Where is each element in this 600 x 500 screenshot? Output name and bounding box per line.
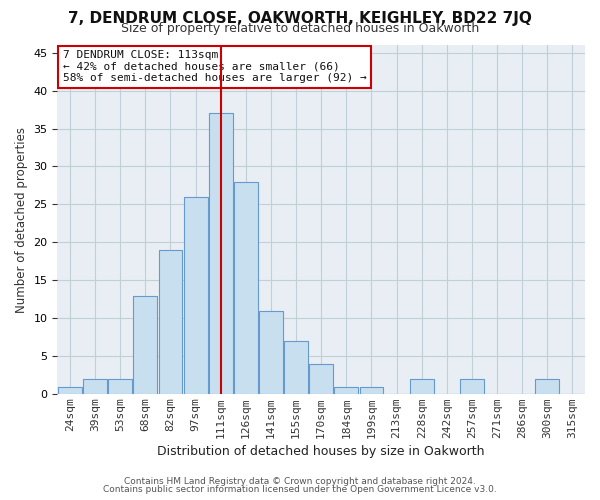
Text: 7, DENDRUM CLOSE, OAKWORTH, KEIGHLEY, BD22 7JQ: 7, DENDRUM CLOSE, OAKWORTH, KEIGHLEY, BD… [68, 11, 532, 26]
Bar [535, 379, 559, 394]
Bar [234, 182, 258, 394]
Text: Contains public sector information licensed under the Open Government Licence v3: Contains public sector information licen… [103, 485, 497, 494]
X-axis label: Distribution of detached houses by size in Oakworth: Distribution of detached houses by size … [157, 444, 485, 458]
Bar [284, 341, 308, 394]
Bar [108, 379, 132, 394]
Bar [133, 296, 157, 394]
Bar [83, 379, 107, 394]
Bar [184, 197, 208, 394]
Y-axis label: Number of detached properties: Number of detached properties [15, 126, 28, 312]
Bar [334, 386, 358, 394]
Bar [259, 311, 283, 394]
Bar [209, 114, 233, 394]
Bar [359, 386, 383, 394]
Bar [158, 250, 182, 394]
Text: Size of property relative to detached houses in Oakworth: Size of property relative to detached ho… [121, 22, 479, 35]
Bar [309, 364, 333, 394]
Bar [460, 379, 484, 394]
Text: 7 DENDRUM CLOSE: 113sqm
← 42% of detached houses are smaller (66)
58% of semi-de: 7 DENDRUM CLOSE: 113sqm ← 42% of detache… [62, 50, 367, 84]
Bar [410, 379, 434, 394]
Bar [58, 386, 82, 394]
Text: Contains HM Land Registry data © Crown copyright and database right 2024.: Contains HM Land Registry data © Crown c… [124, 477, 476, 486]
